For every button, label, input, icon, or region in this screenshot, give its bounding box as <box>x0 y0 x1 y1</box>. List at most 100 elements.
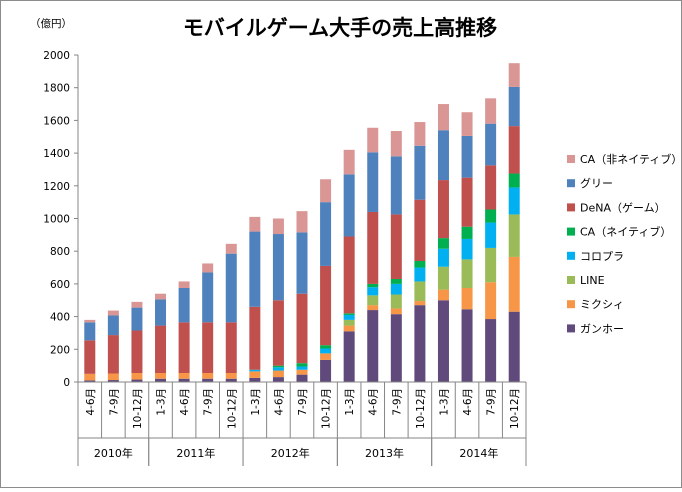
bar-segment-6-12 <box>367 152 379 212</box>
bar-segment-7-12 <box>367 127 379 153</box>
legend-label: DeNA（ゲーム） <box>580 201 666 214</box>
bar-segment-5-16 <box>461 177 473 227</box>
bar-segment-3-7 <box>249 369 261 372</box>
bar-segment-6-10 <box>320 202 332 266</box>
bar-segment-6-2 <box>131 307 143 331</box>
x-category-label: 4-6月 <box>179 388 191 416</box>
bar-segment-5-9 <box>296 293 308 364</box>
bar-segment-0-8 <box>272 377 284 382</box>
x-category-label: 7-9月 <box>486 388 498 416</box>
bar-segment-1-0 <box>84 373 96 381</box>
x-category-label: 7-9月 <box>108 388 120 416</box>
bar-segment-0-10 <box>320 359 332 382</box>
bar-segment-6-9 <box>296 232 308 294</box>
bar-segment-3-11 <box>343 314 355 320</box>
bar-segment-2-16 <box>461 259 473 288</box>
bar-segment-5-6 <box>225 322 237 374</box>
x-category-label: 10-12月 <box>415 388 427 429</box>
bar-segment-2-11 <box>343 319 355 326</box>
bar-segment-6-4 <box>178 287 190 323</box>
bar-segment-0-12 <box>367 310 379 382</box>
legend-swatch <box>567 276 575 284</box>
bar-segment-4-9 <box>296 363 308 367</box>
bar-segment-0-11 <box>343 331 355 382</box>
bar-segment-3-13 <box>390 283 402 295</box>
bar-segment-3-16 <box>461 238 473 260</box>
x-category-label: 4-6月 <box>462 388 474 416</box>
bar-segment-4-18 <box>508 173 520 188</box>
bar-segment-0-14 <box>414 305 426 382</box>
bar-segment-6-7 <box>249 231 261 307</box>
bar-segment-7-4 <box>178 281 190 288</box>
bar-segment-1-16 <box>461 287 473 310</box>
bar-segment-1-12 <box>367 305 379 311</box>
y-tick-label: 200 <box>50 344 70 356</box>
bar-segment-0-2 <box>131 379 143 382</box>
bar-segment-0-1 <box>107 380 119 382</box>
bar-segment-5-2 <box>131 330 143 374</box>
bar-segment-1-5 <box>202 373 214 379</box>
y-tick-label: 400 <box>50 312 70 324</box>
x-category-label: 10-12月 <box>226 388 238 429</box>
bar-segment-0-7 <box>249 377 261 382</box>
x-category-label: 1-3月 <box>438 388 450 416</box>
bar-segment-0-0 <box>84 380 96 382</box>
y-tick-label: 800 <box>50 246 70 258</box>
bar-segment-1-8 <box>272 370 284 378</box>
bar-segment-0-9 <box>296 374 308 382</box>
bar-segment-7-8 <box>272 218 284 235</box>
bar-segment-7-0 <box>84 319 96 323</box>
bar-segment-4-11 <box>343 313 355 315</box>
x-category-label: 1-3月 <box>250 388 262 416</box>
y-tick-label: 2000 <box>43 50 70 62</box>
legend-swatch <box>567 179 575 188</box>
x-year-label: 2012年 <box>271 446 310 460</box>
bar-segment-1-7 <box>249 371 261 378</box>
x-category-label: 10-12月 <box>321 388 333 429</box>
bar-segment-5-8 <box>272 300 284 366</box>
bar-segment-5-7 <box>249 306 261 370</box>
legend-label: LINE <box>580 274 605 287</box>
bar-segment-7-7 <box>249 216 261 232</box>
bar-segment-3-17 <box>485 222 497 248</box>
bar-segment-1-11 <box>343 325 355 332</box>
x-year-label: 2011年 <box>176 446 215 460</box>
y-tick-label: 1800 <box>43 83 70 95</box>
bar-segment-7-18 <box>508 63 520 87</box>
x-category-label: 1-3月 <box>344 388 356 416</box>
bar-segment-0-5 <box>202 378 214 382</box>
bar-segment-4-12 <box>367 283 379 288</box>
bar-segment-5-12 <box>367 211 379 284</box>
bar-segment-1-3 <box>155 373 167 379</box>
bar-segment-7-6 <box>225 243 237 254</box>
bar-segment-7-5 <box>202 263 214 273</box>
bar-segment-1-2 <box>131 373 143 380</box>
bar-segment-3-9 <box>296 366 308 370</box>
x-year-label: 2013年 <box>365 446 404 460</box>
bar-segment-1-9 <box>296 369 308 375</box>
bar-segment-4-14 <box>414 261 426 268</box>
bar-segment-3-8 <box>272 367 284 371</box>
bar-segment-5-3 <box>155 325 167 374</box>
bar-segment-5-0 <box>84 340 96 374</box>
bar-segment-7-14 <box>414 122 426 146</box>
bar-segment-4-8 <box>272 365 284 368</box>
legend-swatch <box>567 324 575 333</box>
bar-segment-6-18 <box>508 86 520 127</box>
bar-segment-6-17 <box>485 123 497 166</box>
bar-segment-6-11 <box>343 174 355 237</box>
bar-segment-0-4 <box>178 378 190 382</box>
bar-segment-2-15 <box>437 266 449 290</box>
bar-segment-1-17 <box>485 282 497 320</box>
x-year-label: 2014年 <box>459 446 498 460</box>
bars-group <box>84 63 520 382</box>
y-unit-label: （億円） <box>30 17 72 30</box>
legend-label: ミクシィ <box>580 298 624 311</box>
legend-swatch <box>567 251 575 260</box>
bar-segment-7-9 <box>296 211 308 233</box>
bar-segment-5-13 <box>390 214 402 279</box>
bar-segment-1-10 <box>320 353 332 360</box>
bar-segment-5-18 <box>508 126 520 174</box>
bar-segment-7-13 <box>390 131 402 157</box>
legend-swatch <box>567 300 575 309</box>
